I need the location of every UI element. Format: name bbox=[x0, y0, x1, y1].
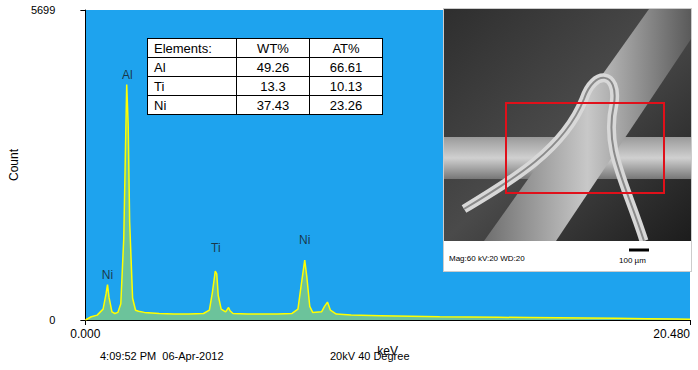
html-text:13.3: 13.3 bbox=[260, 78, 286, 94]
svg-text:Ni: Ni bbox=[102, 268, 113, 282]
html-text:49.26: 49.26 bbox=[256, 59, 290, 75]
html-text:Ti: Ti bbox=[154, 78, 165, 94]
html-text:AT%: AT% bbox=[332, 40, 360, 56]
svg-text:20.480: 20.480 bbox=[653, 327, 690, 341]
svg-text:100 µm: 100 µm bbox=[619, 256, 646, 265]
html-text:WT%: WT% bbox=[257, 40, 289, 56]
svg-text:Count: Count bbox=[7, 148, 21, 181]
html-text:10.13: 10.13 bbox=[329, 78, 363, 94]
svg-text:5699: 5699 bbox=[31, 4, 55, 16]
html-text:66.61: 66.61 bbox=[329, 59, 363, 75]
svg-text:20kV 40 Degree: 20kV 40 Degree bbox=[330, 349, 410, 362]
html-text:37.43: 37.43 bbox=[256, 97, 290, 113]
html-text:Al: Al bbox=[154, 59, 166, 75]
svg-text:4:09:52 PM 06-Apr-2012: 4:09:52 PM 06-Apr-2012 bbox=[100, 350, 224, 362]
svg-text:keV: keV bbox=[377, 344, 398, 358]
svg-text:Ti: Ti bbox=[211, 241, 221, 255]
html-text:Ni: Ni bbox=[154, 97, 167, 113]
html-text:Elements:: Elements: bbox=[154, 40, 212, 56]
svg-text:Al: Al bbox=[122, 68, 133, 82]
svg-text:Ni: Ni bbox=[299, 233, 310, 247]
svg-text:0.000: 0.000 bbox=[70, 327, 100, 341]
svg-text:0: 0 bbox=[49, 314, 55, 326]
html-text:23.26: 23.26 bbox=[329, 97, 363, 113]
svg-text:Mag:60 kV:20 WD:20: Mag:60 kV:20 WD:20 bbox=[449, 254, 525, 263]
